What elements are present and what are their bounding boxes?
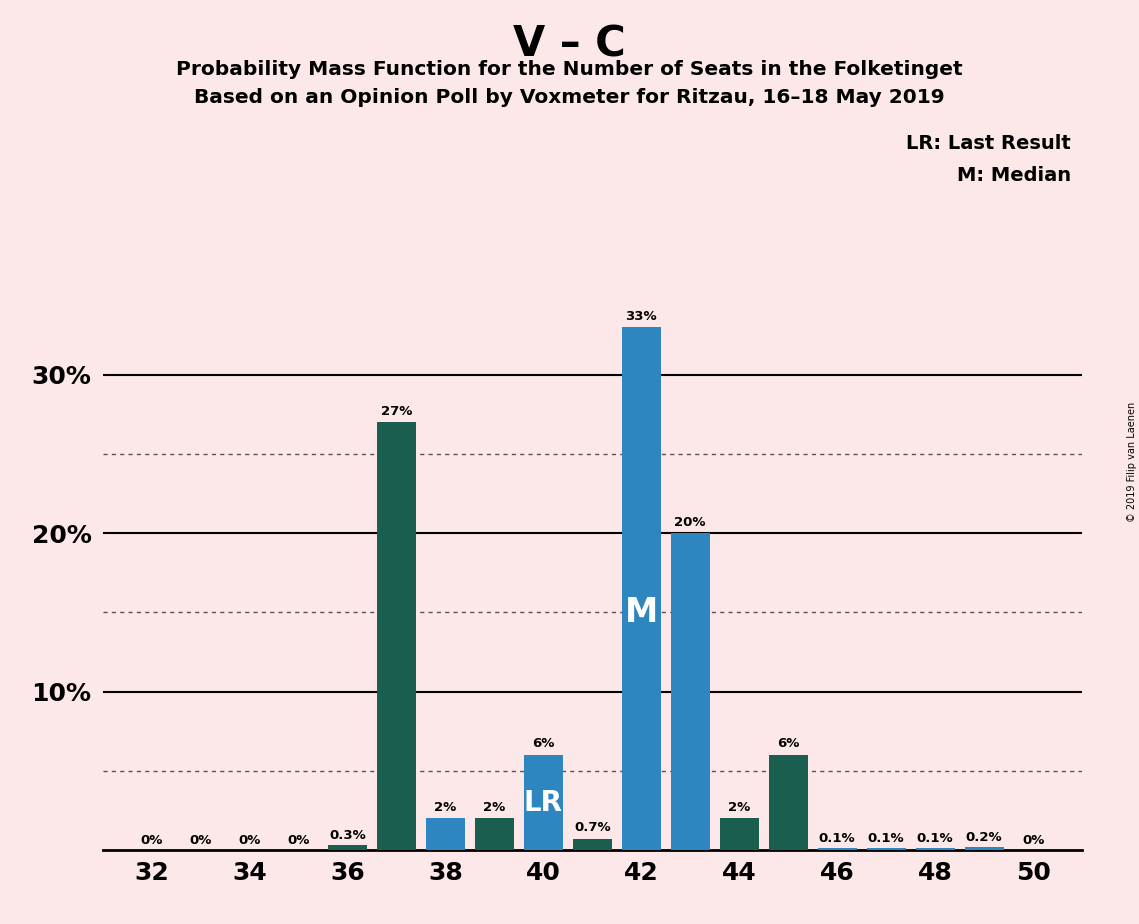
Text: 0%: 0% bbox=[238, 834, 261, 847]
Bar bbox=[573, 839, 612, 850]
Text: M: Median: M: Median bbox=[957, 166, 1071, 186]
Text: 0%: 0% bbox=[287, 834, 310, 847]
Bar bbox=[671, 533, 710, 850]
Bar bbox=[426, 819, 465, 850]
Bar bbox=[622, 327, 661, 850]
Text: 0.3%: 0.3% bbox=[329, 829, 366, 842]
Bar bbox=[377, 422, 416, 850]
Text: 0.1%: 0.1% bbox=[819, 833, 855, 845]
Text: 27%: 27% bbox=[380, 405, 412, 418]
Text: 6%: 6% bbox=[532, 737, 555, 750]
Text: 2%: 2% bbox=[434, 801, 457, 814]
Text: 0.1%: 0.1% bbox=[868, 833, 904, 845]
Text: 0.1%: 0.1% bbox=[917, 833, 953, 845]
Text: 6%: 6% bbox=[777, 737, 800, 750]
Text: 0.7%: 0.7% bbox=[574, 821, 611, 834]
Bar bbox=[475, 819, 514, 850]
Bar bbox=[720, 819, 759, 850]
Text: 0%: 0% bbox=[189, 834, 212, 847]
Text: 20%: 20% bbox=[674, 516, 706, 529]
Text: M: M bbox=[624, 596, 658, 629]
Bar bbox=[867, 848, 906, 850]
Text: © 2019 Filip van Laenen: © 2019 Filip van Laenen bbox=[1126, 402, 1137, 522]
Text: Based on an Opinion Poll by Voxmeter for Ritzau, 16–18 May 2019: Based on an Opinion Poll by Voxmeter for… bbox=[194, 88, 945, 107]
Text: LR: Last Result: LR: Last Result bbox=[906, 134, 1071, 153]
Text: 0%: 0% bbox=[1022, 834, 1044, 847]
Bar bbox=[328, 845, 367, 850]
Bar bbox=[524, 755, 563, 850]
Text: 33%: 33% bbox=[625, 310, 657, 322]
Bar bbox=[818, 848, 857, 850]
Bar bbox=[769, 755, 808, 850]
Text: Probability Mass Function for the Number of Seats in the Folketinget: Probability Mass Function for the Number… bbox=[177, 60, 962, 79]
Text: 0.2%: 0.2% bbox=[966, 831, 1002, 844]
Text: V – C: V – C bbox=[514, 23, 625, 65]
Text: 0%: 0% bbox=[140, 834, 163, 847]
Text: 2%: 2% bbox=[728, 801, 751, 814]
Bar bbox=[916, 848, 954, 850]
Text: LR: LR bbox=[524, 788, 563, 817]
Text: 2%: 2% bbox=[483, 801, 506, 814]
Bar bbox=[965, 847, 1003, 850]
